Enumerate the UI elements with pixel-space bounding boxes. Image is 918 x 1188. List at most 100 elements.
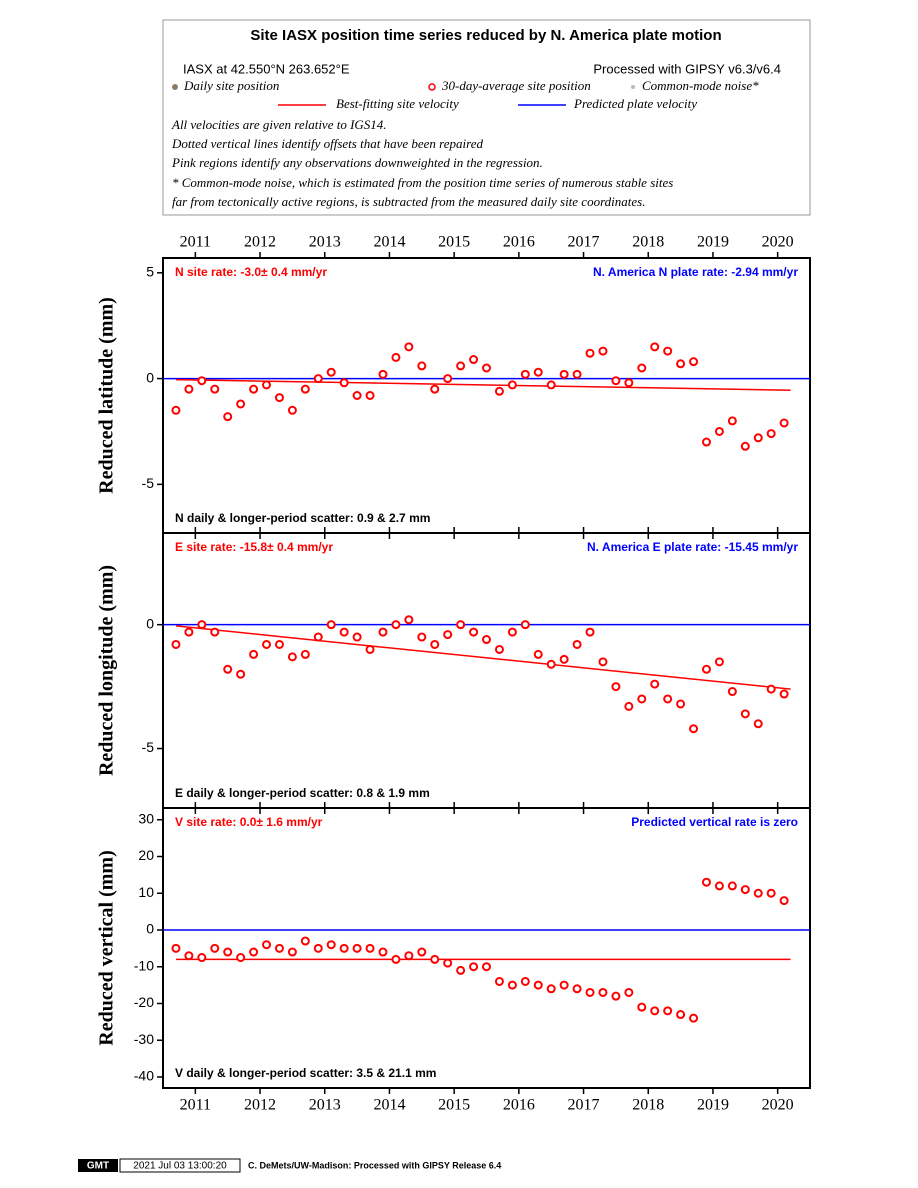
average-point: [753, 719, 763, 729]
average-point: [637, 694, 647, 704]
y-tick-label: -30: [134, 1031, 154, 1047]
average-point: [313, 374, 323, 384]
average-point: [520, 620, 530, 630]
average-point: [611, 991, 621, 1001]
average-point: [572, 984, 582, 994]
legend-symbol: [428, 83, 436, 91]
average-point: [546, 659, 556, 669]
average-point: [391, 954, 401, 964]
legend-label: Predicted plate velocity: [573, 96, 697, 111]
average-point: [391, 352, 401, 362]
y-axis-label: Reduced vertical (mm): [96, 850, 118, 1046]
x-tick-label: 2017: [568, 1097, 600, 1114]
x-tick-label: 2019: [697, 1097, 729, 1114]
average-point: [430, 639, 440, 649]
y-tick-label: 10: [138, 884, 154, 900]
average-point: [287, 652, 297, 662]
x-tick-label: 2017: [568, 234, 600, 251]
legend-box: [162, 19, 811, 216]
y-tick-label: 20: [138, 847, 154, 863]
average-point: [300, 936, 310, 946]
average-point: [339, 378, 349, 388]
average-point: [184, 951, 194, 961]
average-point: [456, 965, 466, 975]
average-point: [624, 987, 634, 997]
average-point: [378, 947, 388, 957]
average-point: [533, 980, 543, 990]
average-point: [663, 346, 673, 356]
average-point: [598, 987, 608, 997]
x-tick-label: 2020: [762, 234, 794, 251]
legend-label: Best-fitting site velocity: [336, 96, 459, 111]
average-point: [663, 694, 673, 704]
x-tick-label: 2016: [503, 234, 535, 251]
average-point: [727, 416, 737, 426]
scatter-label: V daily & longer-period scatter: 3.5 & 2…: [175, 1066, 436, 1080]
y-tick-label: -20: [134, 994, 154, 1010]
x-tick-label: 2020: [762, 1097, 794, 1114]
average-point: [378, 627, 388, 637]
average-point: [171, 405, 181, 415]
average-point: [507, 380, 517, 390]
average-point: [326, 367, 336, 377]
x-tick-label: 2015: [438, 234, 470, 251]
note: All velocities are given relative to IGS…: [171, 117, 387, 132]
average-point: [766, 888, 776, 898]
average-point: [572, 639, 582, 649]
x-tick-label: 2013: [309, 1097, 341, 1114]
average-point: [378, 369, 388, 379]
average-point: [507, 627, 517, 637]
average-point: [585, 627, 595, 637]
average-point: [740, 709, 750, 719]
average-point: [482, 635, 491, 645]
y-tick-label: -40: [134, 1068, 154, 1084]
average-point: [766, 684, 776, 694]
average-point: [559, 980, 569, 990]
average-point: [585, 348, 595, 358]
average-point: [779, 418, 789, 428]
average-point: [326, 940, 336, 950]
average-point: [676, 1010, 686, 1020]
average-point: [352, 391, 362, 400]
average-point: [559, 654, 569, 664]
average-point: [365, 391, 375, 400]
average-point: [210, 627, 220, 637]
average-point: [430, 954, 440, 964]
average-point: [546, 380, 556, 390]
y-tick-label: 0: [146, 921, 154, 937]
average-point: [404, 342, 414, 352]
average-point: [262, 639, 272, 649]
average-point: [184, 384, 194, 394]
average-point: [313, 943, 323, 953]
x-tick-label: 2018: [632, 1097, 664, 1114]
average-point: [676, 359, 686, 369]
scatter-label: N daily & longer-period scatter: 0.9 & 2…: [175, 511, 430, 525]
average-point: [469, 355, 479, 365]
plot-frame: [162, 257, 811, 534]
y-tick-label: -5: [142, 739, 155, 755]
average-point: [727, 687, 737, 697]
average-point: [274, 943, 284, 953]
average-point: [443, 374, 453, 384]
average-point: [339, 943, 349, 953]
rate-label: E site rate: -15.8± 0.4 mm/yr: [175, 540, 333, 554]
average-point: [287, 405, 297, 415]
average-point: [352, 943, 362, 953]
average-point: [417, 632, 427, 642]
credit: C. DeMets/UW-Madison: Processed with GIP…: [248, 1160, 501, 1170]
rate-label: V site rate: 0.0± 1.6 mm/yr: [175, 815, 323, 829]
x-tick-label: 2012: [244, 1097, 276, 1114]
y-axis-label: Reduced longitude (mm): [96, 565, 118, 776]
x-tick-label: 2015: [438, 1097, 470, 1114]
fit-line: [175, 625, 791, 690]
average-point: [753, 433, 763, 443]
average-point: [689, 357, 699, 367]
average-point: [417, 947, 427, 957]
average-point: [533, 367, 543, 377]
average-point: [249, 947, 259, 957]
rate-label: N site rate: -3.0± 0.4 mm/yr: [175, 265, 327, 279]
average-point: [507, 980, 517, 990]
average-point: [171, 639, 181, 649]
x-tick-label: 2014: [373, 234, 405, 251]
average-point: [262, 380, 272, 390]
